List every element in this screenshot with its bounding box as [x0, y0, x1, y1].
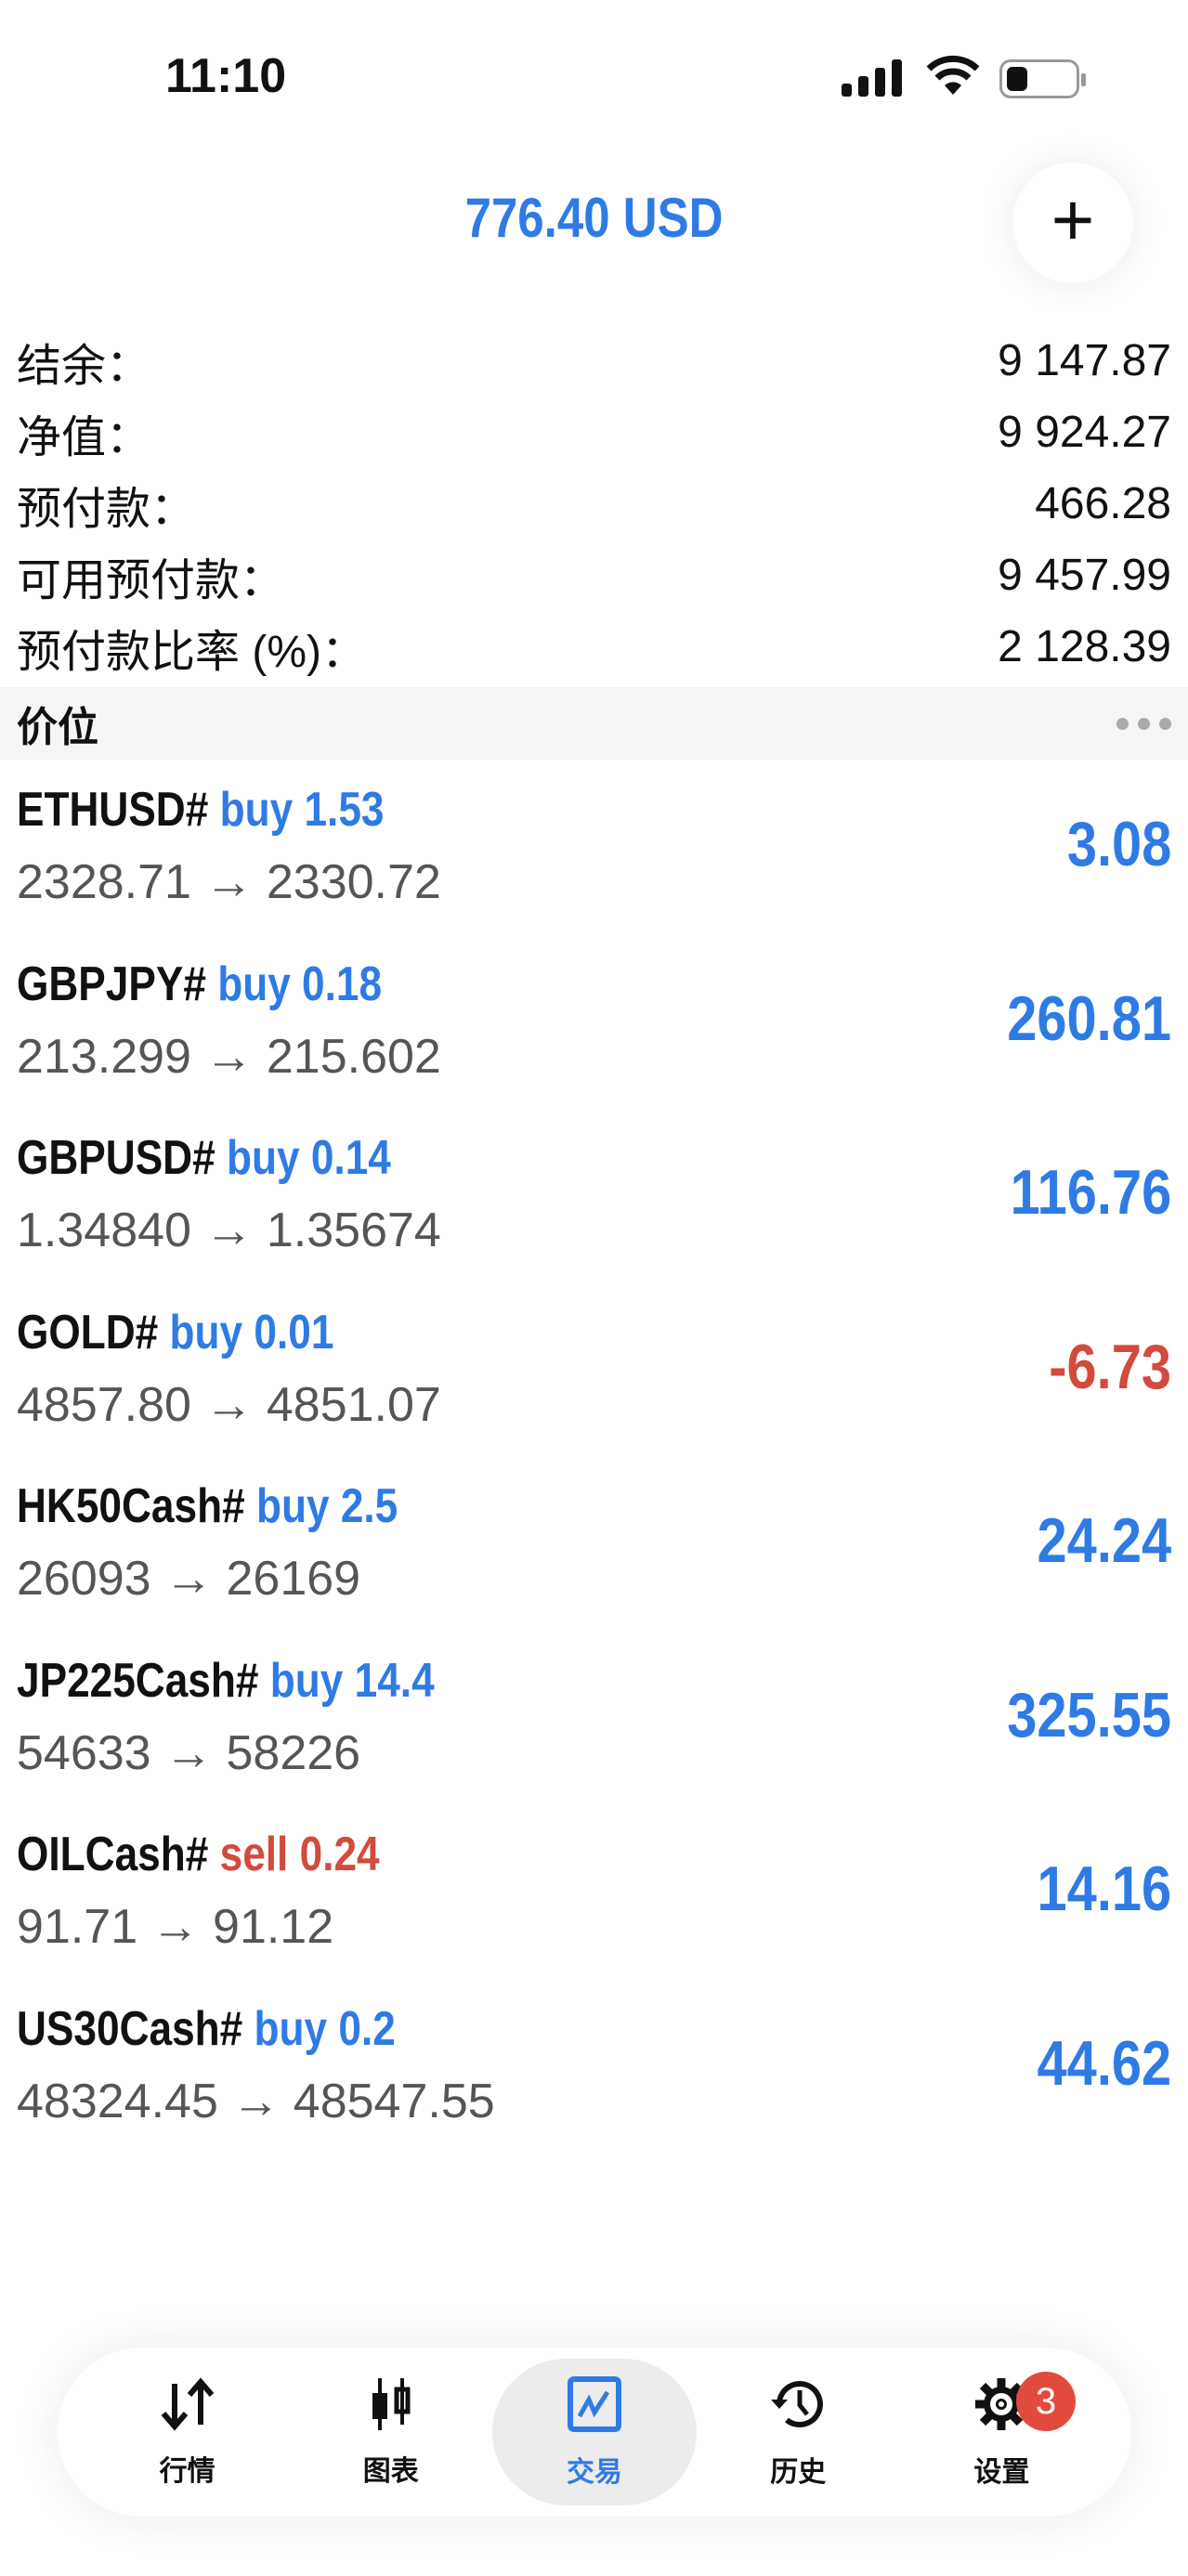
symbol: HK50Cash# [17, 1479, 245, 1533]
position-symbol-line: GBPUSD# buy 0.14 [17, 1130, 391, 1186]
tab-3[interactable]: 历史 [697, 2359, 900, 2505]
profit: 24.24 [1037, 1505, 1171, 1576]
signal-icon [842, 58, 902, 97]
profit: 44.62 [1037, 2027, 1171, 2099]
position-row[interactable]: GBPUSD# buy 0.14 1.34840 → 1.35674 116.7… [0, 1119, 1188, 1294]
profit: -6.73 [1049, 1331, 1171, 1402]
position-symbol-line: GOLD# buy 0.01 [17, 1305, 333, 1360]
symbol: GBPUSD# [17, 1131, 215, 1185]
price-range: 2328.71 → 2330.72 [17, 855, 441, 909]
position-symbol-line: OILCash# sell 0.24 [17, 1827, 380, 1882]
position-row[interactable]: US30Cash# buy 0.2 48324.45 → 48547.55 44… [0, 1990, 1188, 2165]
position-symbol-line: ETHUSD# buy 1.53 [17, 782, 384, 838]
position-row[interactable]: ETHUSD# buy 1.53 2328.71 → 2330.72 3.08 [0, 771, 1188, 945]
summary-value: 9 147.87 [998, 336, 1171, 385]
symbol: GOLD# [17, 1305, 159, 1360]
position-row[interactable]: HK50Cash# buy 2.5 26093 → 26169 24.24 [0, 1467, 1188, 1642]
trade-side-volume: sell 0.24 [219, 1828, 380, 1881]
tab-label: 交易 [567, 2456, 622, 2488]
tab-label: 设置 [973, 2456, 1030, 2488]
tab-bar: 行情 图表 交易 历史 设置 3 [58, 2348, 1131, 2517]
profit: 3.08 [1066, 809, 1171, 879]
price-range: 1.34840 → 1.35674 [17, 1203, 441, 1257]
gear-icon [973, 2375, 1030, 2438]
arrows-updown-icon [158, 2376, 217, 2437]
summary-row-free-margin: 可用预付款： 9 457.99 [0, 540, 1188, 611]
positions-header: 价位 [0, 687, 1188, 760]
trade-side-volume: buy 2.5 [255, 1479, 398, 1533]
price-range: 213.299 → 215.602 [17, 1029, 441, 1084]
trade-side-volume: buy 0.18 [217, 956, 383, 1011]
symbol: JP225Cash# [17, 1653, 259, 1708]
status-bar: 11:10 [0, 0, 1188, 158]
battery-icon [999, 59, 1086, 98]
symbol: US30Cash# [17, 2001, 243, 2056]
profit: 325.55 [1007, 1679, 1171, 1750]
account-summary: 结余： 9 147.87 净值： 9 924.27 预付款： 466.28 可用预付款… [0, 325, 1188, 683]
summary-label: 净值： [17, 412, 151, 462]
symbol: ETHUSD# [17, 783, 209, 837]
position-row[interactable]: GOLD# buy 0.01 4857.80 → 4851.07 -6.73 [0, 1294, 1188, 1468]
symbol: GBPJPY# [17, 956, 206, 1011]
positions-list: ETHUSD# buy 1.53 2328.71 → 2330.72 3.08 … [0, 771, 1188, 2164]
tab-0[interactable]: 行情 [85, 2359, 289, 2505]
price-range: 91.71 → 91.12 [17, 1900, 334, 1954]
position-row[interactable]: JP225Cash# buy 14.4 54633 → 58226 325.55 [0, 1642, 1188, 1816]
position-symbol-line: JP225Cash# buy 14.4 [17, 1653, 435, 1709]
summary-label: 结余： [17, 341, 151, 391]
position-row[interactable]: OILCash# sell 0.24 91.71 → 91.12 14.16 [0, 1815, 1188, 1990]
trade-side-volume: buy 0.14 [226, 1131, 391, 1185]
summary-label: 可用预付款： [17, 555, 285, 605]
price-range: 26093 → 26169 [17, 1552, 361, 1606]
summary-value: 466.28 [1035, 479, 1171, 528]
status-time: 11:10 [165, 49, 287, 103]
summary-row-margin: 预付款： 466.28 [0, 468, 1188, 540]
more-dots-icon[interactable] [1116, 717, 1171, 730]
symbol: OILCash# [17, 1828, 209, 1881]
plus-icon: + [1051, 178, 1095, 261]
tab-1[interactable]: 图表 [289, 2359, 492, 2505]
profit: 14.16 [1037, 1854, 1171, 1924]
position-row[interactable]: GBPJPY# buy 0.18 213.299 → 215.602 260.8… [0, 945, 1188, 1120]
history-icon [768, 2375, 828, 2438]
section-title: 价位 [17, 705, 98, 750]
trade-side-volume: buy 1.53 [219, 783, 385, 837]
trade-chart-icon [567, 2375, 622, 2438]
summary-row-margin-level: 预付款比率 (%)： 2 128.39 [0, 611, 1188, 683]
notification-badge: 3 [1016, 2372, 1077, 2431]
summary-value: 9 457.99 [998, 551, 1171, 600]
tab-4[interactable]: 设置 3 [900, 2359, 1103, 2505]
summary-value: 9 924.27 [998, 408, 1171, 457]
tab-2[interactable]: 交易 [492, 2359, 697, 2505]
tab-label: 图表 [362, 2455, 419, 2487]
candlestick-icon [368, 2376, 414, 2437]
position-symbol-line: US30Cash# buy 0.2 [17, 2001, 396, 2057]
profit: 116.76 [1010, 1157, 1171, 1228]
position-symbol-line: HK50Cash# buy 2.5 [17, 1478, 398, 1534]
summary-row-balance: 结余： 9 147.87 [0, 325, 1188, 397]
trade-side-volume: buy 14.4 [269, 1653, 435, 1708]
add-button[interactable]: + [1012, 163, 1133, 283]
price-range: 4857.80 → 4851.07 [17, 1377, 441, 1432]
tab-label: 历史 [770, 2456, 827, 2488]
tab-label: 行情 [159, 2455, 215, 2487]
price-range: 48324.45 → 48547.55 [17, 2074, 495, 2128]
profit: 260.81 [1007, 982, 1171, 1054]
trade-side-volume: buy 0.2 [254, 2001, 396, 2056]
price-range: 54633 → 58226 [17, 1725, 361, 1780]
wifi-icon [926, 55, 980, 95]
page-title: 776.40 USD [464, 187, 724, 249]
trade-side-volume: buy 0.01 [169, 1305, 334, 1360]
position-symbol-line: GBPJPY# buy 0.18 [17, 956, 382, 1012]
summary-label: 预付款： [17, 484, 196, 534]
summary-value: 2 128.39 [998, 622, 1171, 671]
summary-row-equity: 净值： 9 924.27 [0, 397, 1188, 468]
summary-label: 预付款比率 (%)： [17, 627, 366, 677]
